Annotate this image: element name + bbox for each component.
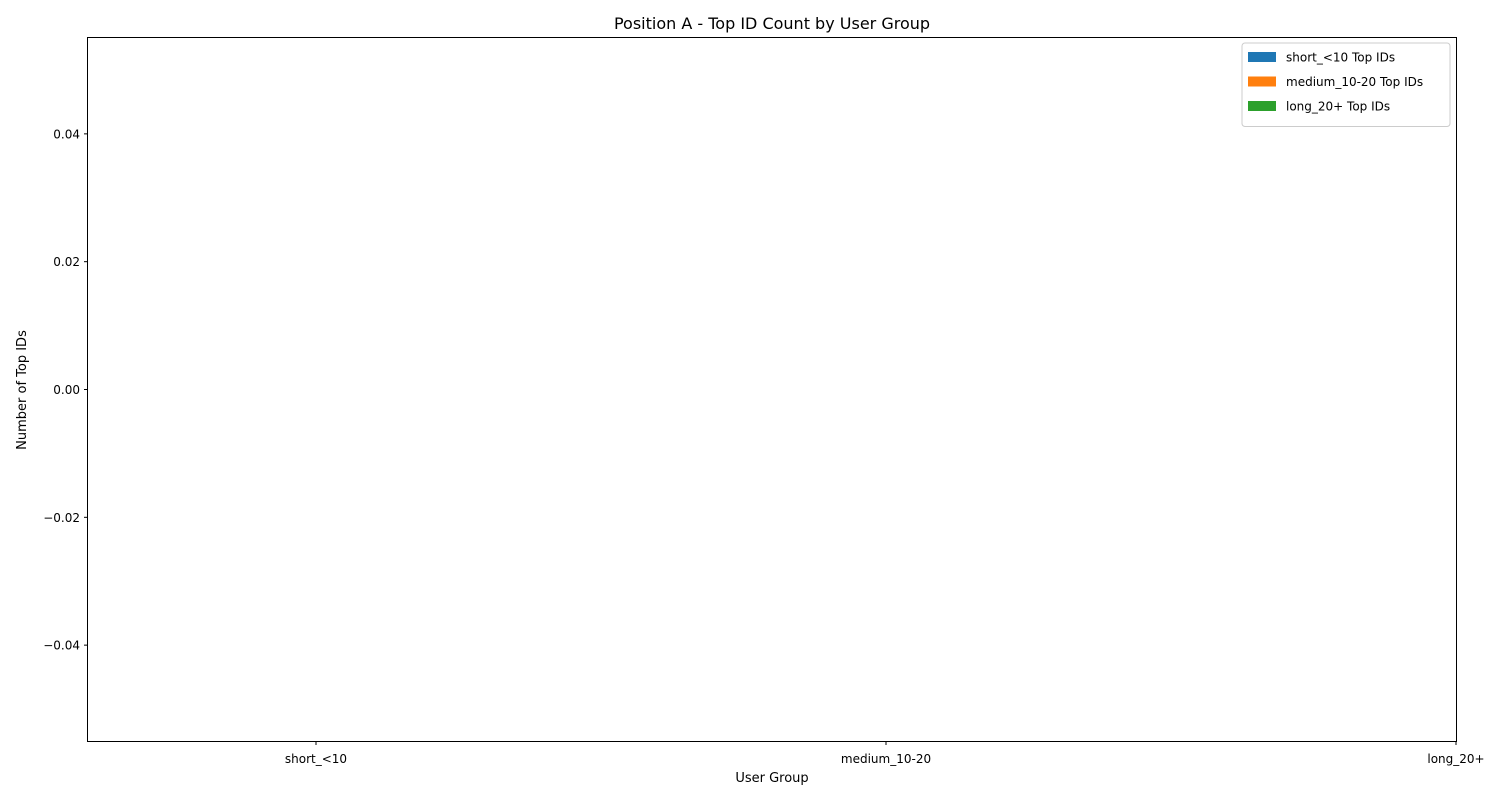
y-tick-label: −0.04 [43,639,80,653]
y-tick-label: −0.02 [43,511,80,525]
y-tick-label: 0.02 [53,255,80,269]
legend-swatch [1248,52,1276,62]
y-tick-label: 0.04 [53,127,80,141]
y-tick-label: 0.00 [53,383,80,397]
y-axis-ticks: 0.04 0.02 0.00 −0.02 −0.04 [43,127,88,653]
x-axis-ticks: short_<10 medium_10-20 long_20+ [285,741,1485,766]
legend-label: long_20+ Top IDs [1286,100,1390,114]
x-tick-label: short_<10 [285,752,347,766]
legend-label: medium_10-20 Top IDs [1286,75,1423,89]
x-tick-label: medium_10-20 [841,752,931,766]
legend: short_<10 Top IDs medium_10-20 Top IDs lon… [1241,42,1451,127]
x-axis-label: User Group [735,771,808,786]
legend-label: short_<10 Top IDs [1286,51,1395,65]
legend-frame [1241,42,1451,127]
legend-swatch [1248,101,1276,111]
y-axis-label: Number of Top IDs [15,330,30,450]
chart-title: Position A - Top ID Count by User Group [614,14,930,33]
legend-swatch [1248,76,1276,87]
x-tick-label: long_20+ [1427,752,1484,766]
